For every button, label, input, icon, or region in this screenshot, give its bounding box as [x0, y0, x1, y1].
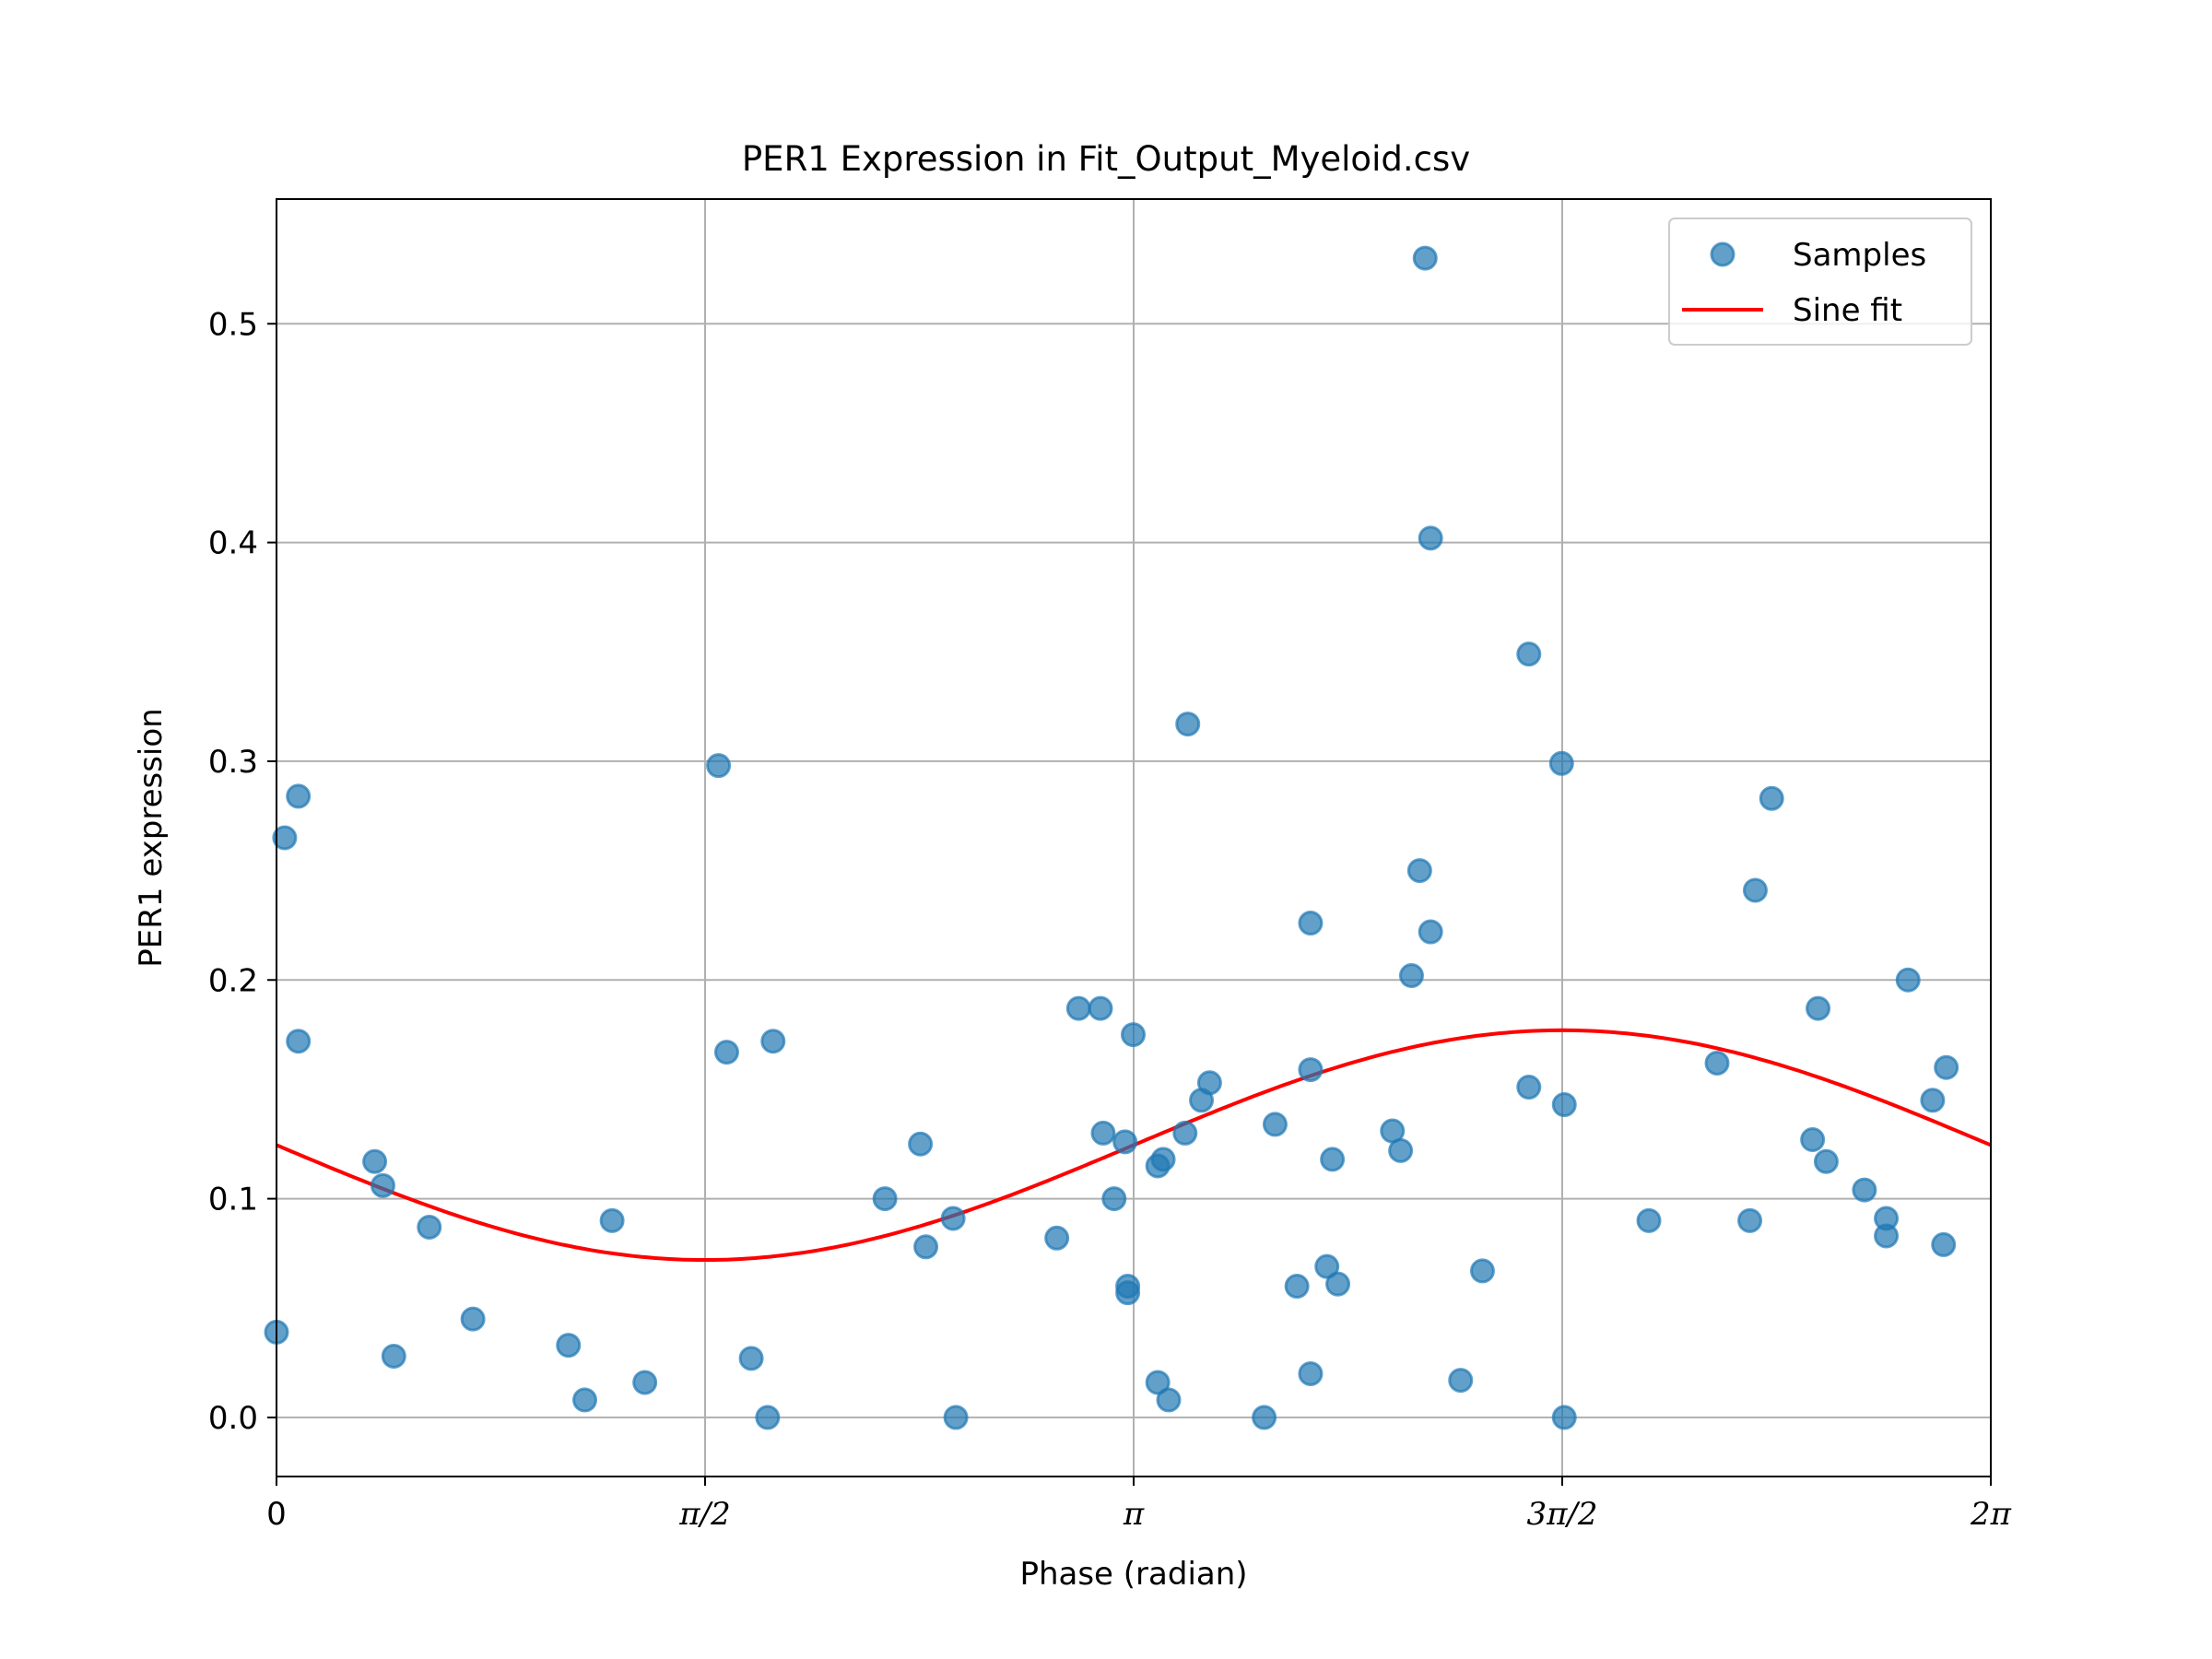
- sample-point: [1388, 1137, 1414, 1163]
- sample-point: [1298, 911, 1324, 936]
- legend-box: [1668, 218, 1972, 346]
- sample-point: [940, 1206, 966, 1231]
- sample-point: [1516, 1075, 1542, 1100]
- sample-point: [1852, 1177, 1877, 1203]
- y-tick-label: 0.2: [208, 962, 258, 999]
- sample-point: [272, 825, 298, 851]
- sample-point: [1742, 877, 1768, 903]
- sample-point: [286, 783, 312, 809]
- sample-point: [370, 1172, 395, 1198]
- sample-point: [1065, 995, 1091, 1021]
- sample-point: [572, 1387, 598, 1413]
- sample-point: [1101, 1186, 1127, 1212]
- sample-point: [1931, 1231, 1957, 1257]
- y-tick-label: 0.4: [208, 525, 258, 562]
- sample-point: [908, 1131, 934, 1157]
- x-tick-label: 3π/2: [1526, 1496, 1597, 1533]
- sample-point: [1320, 1147, 1346, 1172]
- sample-point: [1874, 1223, 1900, 1249]
- legend: Samples Sine fit: [1668, 218, 1972, 346]
- legend-samples-label: Samples: [1793, 237, 1926, 274]
- sample-point: [706, 753, 732, 779]
- sample-point: [1806, 995, 1831, 1021]
- sample-point: [1115, 1280, 1141, 1306]
- sample-point: [1172, 1120, 1198, 1146]
- sample-point: [1262, 1112, 1288, 1137]
- sample-point: [1090, 1120, 1116, 1146]
- sample-point: [417, 1214, 442, 1240]
- legend-samples-marker: [1710, 241, 1735, 267]
- sample-point: [1406, 858, 1432, 884]
- y-tick-label: 0.5: [208, 306, 258, 343]
- sample-point: [913, 1234, 939, 1260]
- sample-point: [1145, 1370, 1171, 1395]
- sample-point: [460, 1306, 486, 1332]
- sample-point: [1636, 1207, 1662, 1233]
- sample-point: [872, 1186, 898, 1212]
- sample-point: [1759, 785, 1784, 811]
- x-tick-label: π: [1123, 1496, 1145, 1533]
- sample-point: [1044, 1225, 1070, 1251]
- sample-point: [1800, 1127, 1826, 1153]
- x-tick-label: 0: [266, 1496, 287, 1533]
- sample-point: [1551, 1405, 1577, 1430]
- sample-point: [755, 1405, 781, 1430]
- sample-point: [943, 1405, 969, 1430]
- y-tick-label: 0.3: [208, 744, 258, 781]
- sample-point: [1298, 1057, 1324, 1083]
- sample-point: [1112, 1129, 1138, 1155]
- sample-point: [1934, 1054, 1959, 1080]
- sample-point: [1325, 1271, 1351, 1297]
- sample-point: [1398, 963, 1424, 989]
- sample-point: [1551, 1092, 1577, 1118]
- sample-point: [1737, 1207, 1763, 1233]
- sample-point: [1813, 1148, 1839, 1174]
- sample-point: [1895, 967, 1921, 993]
- sample-point: [1412, 245, 1438, 271]
- sample-point: [1704, 1050, 1730, 1076]
- sample-point: [1252, 1405, 1277, 1430]
- sample-point: [1448, 1368, 1474, 1394]
- sample-point: [1284, 1274, 1310, 1300]
- sample-point: [1314, 1253, 1340, 1279]
- sample-point: [1469, 1258, 1495, 1284]
- y-axis-label: PER1 expression: [133, 708, 170, 967]
- sample-point: [1175, 712, 1201, 737]
- y-axis-ticks: 0.0 0.1 0.2 0.3 0.4 0.5: [208, 306, 276, 1437]
- samples-layer: [264, 245, 1959, 1430]
- x-tick-label: π/2: [678, 1496, 730, 1533]
- sample-point: [1418, 525, 1443, 551]
- y-tick-label: 0.0: [208, 1400, 258, 1437]
- sample-point: [362, 1148, 388, 1174]
- sample-point: [1088, 995, 1113, 1021]
- sample-point: [1156, 1387, 1182, 1413]
- legend-sine-fit-label: Sine fit: [1793, 292, 1902, 329]
- chart-title: PER1 Expression in Fit_Output_Myeloid.cs…: [742, 139, 1470, 179]
- sample-point: [1196, 1070, 1222, 1096]
- sample-point: [1298, 1360, 1324, 1386]
- sample-point: [381, 1343, 406, 1369]
- sample-point: [1516, 641, 1542, 667]
- sample-point: [713, 1040, 739, 1065]
- y-tick-label: 0.1: [208, 1182, 258, 1218]
- sample-point: [556, 1333, 582, 1359]
- sample-point: [1121, 1022, 1147, 1048]
- sample-point: [1418, 919, 1443, 945]
- sample-point: [599, 1207, 625, 1233]
- x-axis-ticks: 0 π/2 π 3π/2 2π: [266, 1477, 2012, 1533]
- sample-point: [632, 1370, 658, 1395]
- sample-point: [1920, 1088, 1946, 1113]
- x-axis-label: Phase (radian): [1019, 1556, 1247, 1593]
- x-tick-label: 2π: [1970, 1496, 2012, 1533]
- sample-point: [760, 1029, 786, 1054]
- sample-point: [738, 1346, 764, 1371]
- sample-point: [1150, 1147, 1176, 1172]
- sample-point: [1548, 750, 1574, 776]
- sample-point: [286, 1029, 312, 1054]
